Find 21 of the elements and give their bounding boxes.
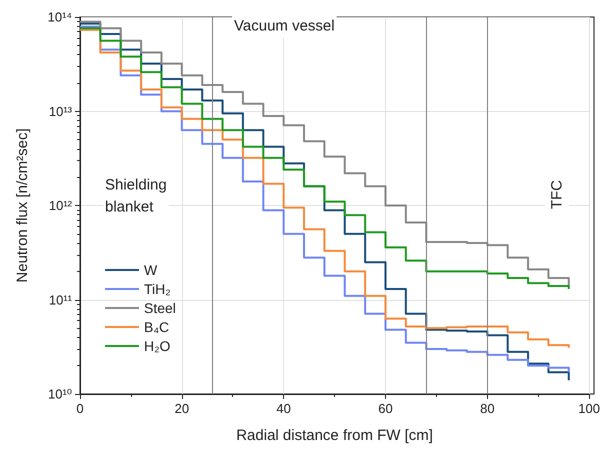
y-tick-label: 10¹⁴: [48, 10, 72, 24]
x-tick-label: 0: [76, 401, 84, 416]
annotation: Shielding blanket: [105, 176, 167, 216]
x-tick-label: 80: [480, 401, 495, 416]
x-axis-title: Radial distance from FW [cm]: [236, 427, 433, 444]
y-tick-label: 10¹¹: [48, 292, 73, 308]
annotation: TFC: [548, 180, 566, 210]
annotation: Vacuum vessel: [234, 18, 335, 34]
legend-label: TiH₂: [144, 281, 171, 297]
x-tick-label: 100: [578, 401, 600, 416]
x-tick-label: 60: [378, 401, 393, 416]
legend-label: W: [144, 262, 158, 278]
legend-label: Steel: [144, 300, 176, 316]
legend-label: H₂O: [144, 338, 171, 354]
y-tick-label: 10¹²: [48, 198, 73, 213]
y-axis-title: Neutron flux [n/cm²sec]: [14, 128, 31, 283]
y-tick-label: 10¹⁰: [48, 386, 72, 402]
x-tick-label: 20: [174, 401, 190, 416]
legend-label: B₄C: [144, 319, 170, 335]
x-tick-label: 40: [276, 401, 291, 416]
y-tick-label: 10¹³: [48, 104, 73, 119]
